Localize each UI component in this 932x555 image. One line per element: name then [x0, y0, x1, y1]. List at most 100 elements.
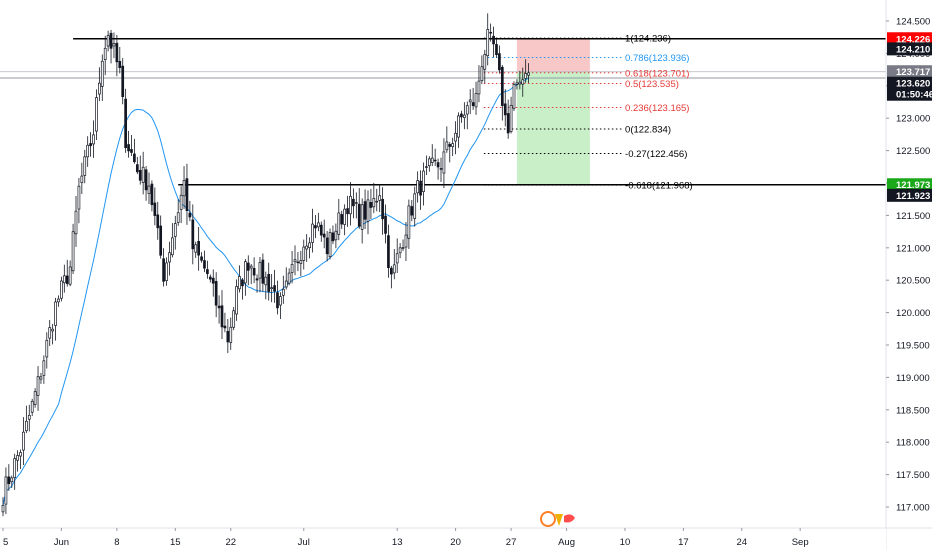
candle	[343, 204, 346, 236]
candle-body	[287, 272, 291, 284]
candle-body	[150, 183, 154, 206]
stop-loss-zone[interactable]	[516, 38, 590, 72]
candle-body	[407, 205, 411, 239]
candle-body	[135, 164, 139, 173]
candle	[10, 475, 14, 488]
candle	[395, 238, 399, 274]
candle	[211, 269, 215, 297]
candle-body	[299, 260, 303, 264]
candle-body	[200, 256, 203, 261]
candle-body	[500, 66, 504, 106]
candle-body	[392, 264, 396, 274]
candle-body	[121, 65, 125, 98]
candle	[486, 13, 490, 66]
candle-body	[19, 452, 22, 457]
candle-body	[413, 193, 417, 219]
candle	[425, 155, 428, 176]
time-tick-label: Jun	[54, 537, 69, 548]
price-label-text: 123.620	[896, 79, 930, 90]
candle-body	[103, 47, 107, 61]
candle	[387, 224, 390, 278]
candle	[153, 187, 157, 226]
candle	[398, 243, 402, 259]
price-axis[interactable]: 117.000 117.500 118.000 118.500 119.000 119.5…	[885, 0, 932, 550]
candle-body	[176, 212, 180, 223]
candle-body	[7, 476, 11, 485]
candle-body	[173, 223, 177, 237]
candle	[162, 248, 165, 287]
time-tick-label: 17	[678, 537, 689, 548]
candle	[270, 274, 273, 303]
candle-body	[325, 237, 329, 255]
fib-retracement-layer[interactable]: 1(124.236)0.786(123.936)0.618(123.701)0.…	[483, 34, 693, 192]
candle	[328, 228, 332, 260]
candle	[191, 204, 195, 265]
candle	[366, 190, 370, 235]
candle	[168, 241, 171, 276]
candle	[509, 96, 513, 134]
candle-body	[346, 208, 349, 215]
candle-body	[249, 265, 253, 269]
candle	[244, 259, 247, 296]
time-axis[interactable]: 5 Jun 8 15 22 Jul 13 20 27 Aug 10 17 24 Sep	[0, 527, 932, 550]
candle-body	[319, 224, 323, 236]
candle-body	[404, 234, 408, 248]
candle	[156, 201, 160, 240]
candle	[159, 215, 163, 259]
candle	[378, 183, 382, 213]
candle-body	[354, 202, 358, 204]
candle-body	[279, 296, 282, 306]
candle-body	[115, 42, 119, 63]
candle	[194, 241, 198, 258]
candle	[369, 188, 373, 220]
candle-body	[109, 32, 113, 49]
candle-body	[39, 376, 43, 380]
candle-body	[363, 201, 367, 220]
candle-body	[171, 237, 174, 256]
candle-body	[223, 325, 227, 329]
take-profit-zone[interactable]	[516, 71, 590, 185]
candle	[375, 188, 379, 212]
price-label-badge	[887, 76, 932, 90]
candle	[118, 46, 122, 74]
price-tick-label: 118.500	[896, 405, 930, 416]
candle-body	[398, 247, 402, 254]
candle	[255, 274, 259, 293]
candle	[48, 319, 52, 347]
candle	[112, 32, 116, 59]
candle	[226, 318, 230, 354]
candle	[45, 332, 49, 369]
candle-body	[322, 233, 326, 238]
candle	[503, 89, 507, 127]
candle-body	[141, 166, 145, 183]
candle	[30, 398, 34, 417]
candle-body	[442, 151, 446, 174]
candle	[419, 170, 422, 210]
fib-level-label: 1(124.236)	[625, 34, 671, 45]
candle-body	[13, 458, 17, 478]
candle	[7, 464, 11, 491]
candle	[308, 237, 311, 259]
candle	[258, 256, 262, 293]
price-tick-label: 119.000	[896, 373, 930, 384]
candle-body	[25, 420, 28, 432]
candle-body	[238, 276, 241, 290]
candle-body	[83, 156, 87, 176]
candle	[498, 45, 501, 74]
candle-body	[474, 93, 478, 108]
candle	[150, 180, 154, 212]
price-tick-label: 117.000	[896, 503, 930, 514]
candle-body	[203, 260, 206, 269]
candle-body	[372, 198, 376, 208]
candle	[144, 166, 148, 201]
candle-body	[357, 203, 361, 227]
candle-body	[54, 301, 57, 326]
candle-body	[112, 43, 116, 47]
candle	[401, 239, 405, 251]
candle	[489, 23, 492, 42]
candle	[197, 226, 200, 271]
candle-body	[95, 97, 98, 132]
candle-body	[489, 31, 492, 34]
